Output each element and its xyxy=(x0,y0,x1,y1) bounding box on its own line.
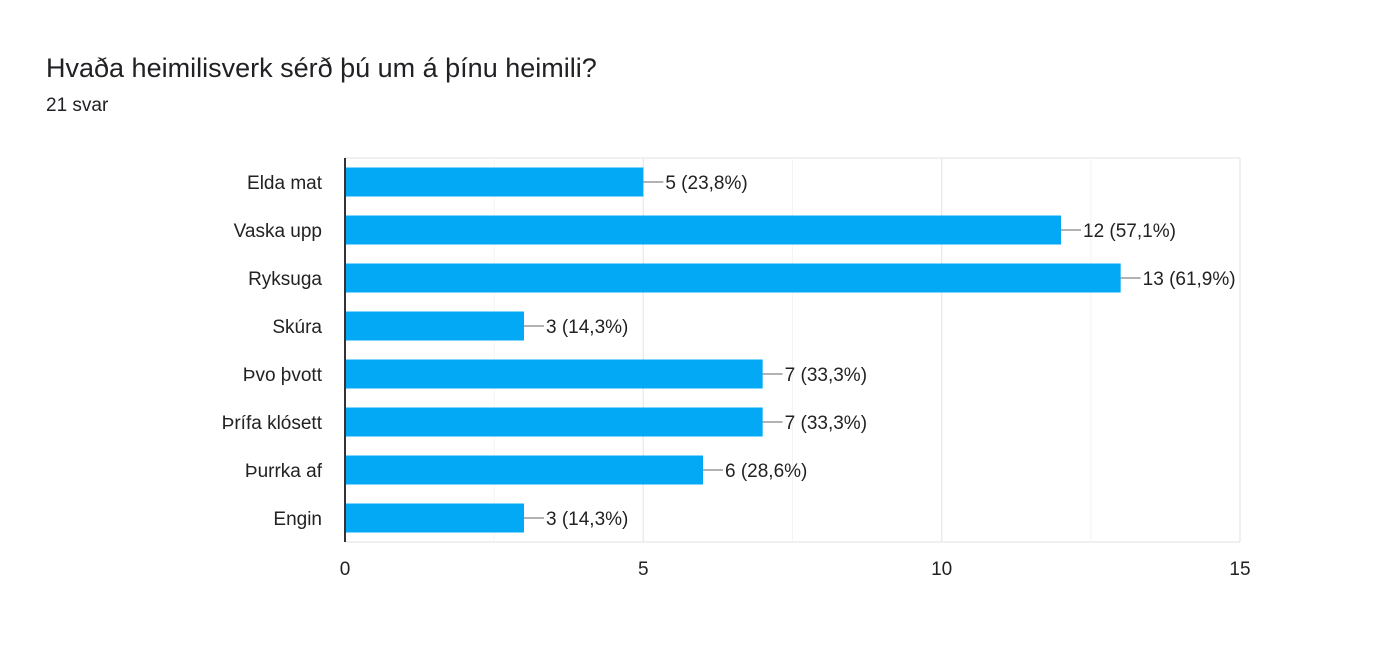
category-label: Þurrka af xyxy=(245,461,323,482)
question-title: Hvaða heimilisverk sérð þú um á þínu hei… xyxy=(46,53,597,83)
bar xyxy=(345,311,524,341)
x-tick-label: 5 xyxy=(638,559,649,580)
category-label: Ryksuga xyxy=(248,269,322,290)
data-label: 12 (57,1%) xyxy=(1083,221,1176,242)
data-label: 3 (14,3%) xyxy=(546,317,628,338)
bar xyxy=(345,407,763,437)
bar xyxy=(345,503,524,533)
bar xyxy=(345,359,763,389)
category-label: Engin xyxy=(273,509,322,530)
response-count: 21 svar xyxy=(46,95,109,116)
data-label: 7 (33,3%) xyxy=(785,413,867,434)
data-label: 13 (61,9%) xyxy=(1143,269,1236,290)
bar xyxy=(345,167,644,197)
category-label: Elda mat xyxy=(247,173,323,194)
data-label: 7 (33,3%) xyxy=(785,365,867,386)
data-label: 6 (28,6%) xyxy=(725,461,807,482)
category-label: Þrífa klósett xyxy=(222,413,323,434)
x-tick-label: 15 xyxy=(1229,559,1250,580)
x-tick-label: 10 xyxy=(931,559,952,580)
category-label: Þvo þvott xyxy=(243,365,323,386)
bar xyxy=(345,263,1121,293)
data-label: 3 (14,3%) xyxy=(546,509,628,530)
bar xyxy=(345,215,1061,245)
x-tick-label: 0 xyxy=(340,559,351,580)
category-label: Skúra xyxy=(272,317,322,338)
data-label: 5 (23,8%) xyxy=(665,173,747,194)
category-label: Vaska upp xyxy=(234,221,322,242)
bar xyxy=(345,455,703,485)
